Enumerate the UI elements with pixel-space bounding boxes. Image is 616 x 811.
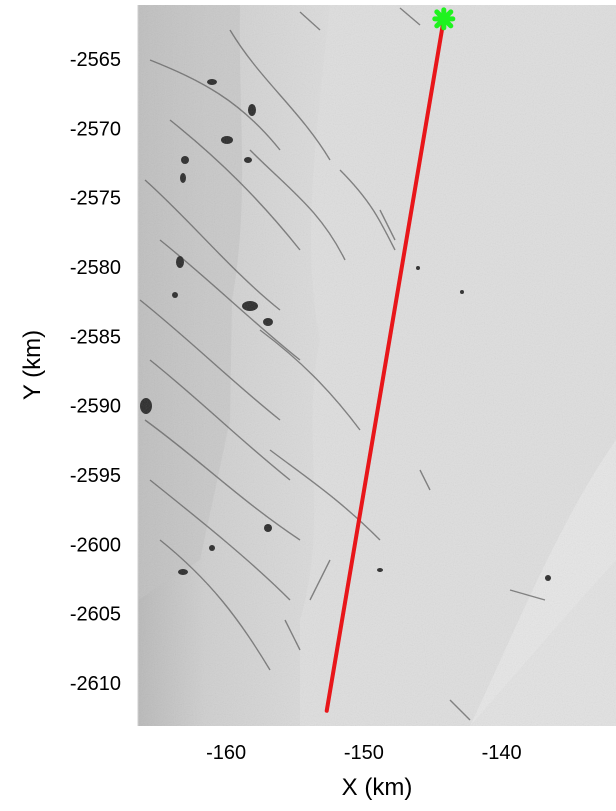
y-tick-label: -2605 bbox=[70, 604, 121, 626]
y-tick-label: -2610 bbox=[70, 673, 121, 695]
y-tick-label: -2565 bbox=[70, 49, 121, 71]
overlay-layer bbox=[324, 7, 456, 713]
x-tick-label: -150 bbox=[344, 742, 384, 764]
x-tick-labels: -160 -150 -140 bbox=[206, 742, 522, 764]
y-tick-label: -2580 bbox=[70, 257, 121, 279]
start-marker bbox=[432, 7, 456, 31]
transect-line bbox=[324, 16, 446, 713]
x-tick-label: -160 bbox=[206, 742, 246, 764]
y-tick-label: -2575 bbox=[70, 188, 121, 210]
y-tick-label: -2595 bbox=[70, 465, 121, 487]
y-tick-label: -2570 bbox=[70, 118, 121, 140]
satellite-image bbox=[138, 5, 616, 726]
y-axis-label: Y (km) bbox=[19, 330, 46, 400]
y-tick-label: -2585 bbox=[70, 326, 121, 348]
y-tick-labels: -2565 -2570 -2575 -2580 -2585 -2590 -2595 -2600… bbox=[70, 49, 121, 695]
x-axis-label: X (km) bbox=[342, 774, 413, 801]
y-tick-label: -2590 bbox=[70, 396, 121, 418]
y-tick-label: -2600 bbox=[70, 534, 121, 556]
x-tick-label: -140 bbox=[482, 742, 522, 764]
